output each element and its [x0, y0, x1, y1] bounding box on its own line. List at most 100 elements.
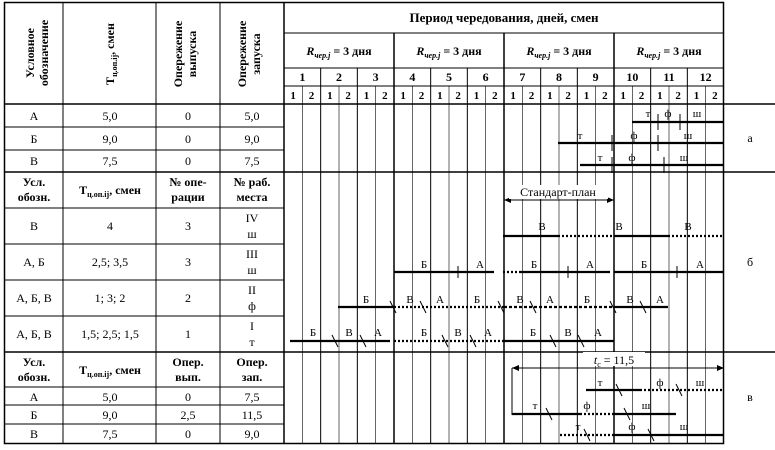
row-operation: 1: [185, 327, 191, 341]
day-number: 4: [409, 70, 415, 84]
head-lead-in: Опер. зап.: [236, 355, 267, 384]
day-number: 5: [446, 70, 452, 84]
shift-number: 1: [584, 90, 590, 102]
bar-letter: В: [345, 327, 352, 339]
shift-number: 2: [492, 90, 498, 102]
section-c-bars: [511, 365, 724, 442]
day-number: 2: [336, 70, 342, 84]
bar-letter: ф: [583, 400, 590, 412]
shift-number: 1: [400, 90, 406, 102]
bar-letter: ш: [684, 130, 693, 142]
head-lead-out: Опер. вып.: [172, 355, 203, 384]
bar-letter: А: [484, 327, 492, 339]
day-number: 10: [626, 70, 638, 84]
row-duration: 5,0: [103, 390, 118, 404]
head-workstation: № раб. места: [234, 175, 271, 204]
bar-letter: В: [626, 294, 633, 306]
bar-letter: т: [646, 108, 651, 120]
bar-letter: А: [696, 259, 704, 271]
bar-letter: т: [576, 421, 581, 433]
row-operation: 3: [185, 255, 191, 269]
bar-letter: Б: [474, 294, 480, 306]
bar-letter: В: [538, 221, 545, 233]
section-a-bars: [558, 114, 724, 173]
bar-letter: Б: [531, 259, 537, 271]
bar-letter: т: [533, 400, 538, 412]
shift-number: 1: [290, 90, 296, 102]
row-duration: 9,0: [103, 408, 118, 422]
shift-number: 1: [694, 90, 700, 102]
row-operation: 2: [185, 291, 191, 305]
period-group-label: Rчер.j = 3 дня: [635, 44, 702, 60]
bar-letter: Б: [421, 259, 427, 271]
row-label: Б: [31, 408, 38, 422]
shift-number: 1: [657, 90, 663, 102]
section-b-tag: б: [747, 255, 753, 269]
row-duration: 2,5; 3,5: [92, 255, 128, 269]
bar-letter: А: [656, 294, 664, 306]
bar-letter: В: [406, 294, 413, 306]
shift-number: 2: [529, 90, 535, 102]
row-ws-num: IV: [246, 211, 259, 225]
row-lead-out: 0: [185, 132, 191, 146]
row-label: В: [30, 154, 38, 168]
row-label: В: [30, 219, 38, 233]
section-b-table: Усл. обозн. Tц.оп.ij, смен № опе-рации № …: [16, 175, 270, 349]
section-a-bar-labels: т ф ш т ф ш т ф ш: [578, 108, 702, 164]
row-duration: 5,0: [103, 109, 118, 123]
row-operation: 3: [185, 219, 191, 233]
row-label: Б: [31, 132, 38, 146]
head-label: Усл. обозн.: [18, 175, 51, 204]
table-row: В 7,5 0 7,5: [30, 154, 260, 168]
bar-letter: Б: [584, 294, 590, 306]
table-row: В 4 3 IV ш: [30, 211, 259, 241]
row-lead-in: 7,5: [245, 390, 260, 404]
period-group-label: Rчер.j = 3 дня: [525, 44, 592, 60]
shift-number: 1: [510, 90, 516, 102]
tc-note: tc = 11,5: [594, 353, 634, 369]
bar-letter: т: [598, 377, 603, 389]
shift-number: 1: [474, 90, 480, 102]
bar-letter: Б: [641, 259, 647, 271]
row-lead-out: 0: [185, 109, 191, 123]
bar-letter: Б: [363, 294, 369, 306]
head-label: Усл. обозн.: [18, 355, 51, 384]
table-row: А 5,0 0 7,5: [30, 390, 260, 404]
row-label: А, Б, В: [16, 327, 52, 341]
bar-letter: В: [516, 294, 523, 306]
bar-letter: А: [546, 294, 554, 306]
row-lead-out: 0: [185, 390, 191, 404]
shift-number: 1: [620, 90, 626, 102]
period-group-label: Rчер.j = 3 дня: [415, 44, 482, 60]
head-operation: № опе-рации: [169, 175, 206, 204]
row-ws-num: III: [246, 247, 258, 261]
row-ws-code: т: [249, 335, 255, 349]
bar-letter: В: [454, 327, 461, 339]
head-duration: Tц.оп.ij, смен: [79, 363, 141, 379]
shift-number: 2: [309, 90, 315, 102]
table-header: Условноеобозначение Tц.оп.ij, смен Опере…: [23, 10, 599, 87]
row-label: А, Б, В: [16, 291, 52, 305]
section-a-table: А 5,0 0 5,0 Б 9,0 0 9,0 В 7,5 0 7,5: [30, 109, 260, 168]
row-label: А: [30, 390, 39, 404]
shift-number: 2: [639, 90, 645, 102]
row-ws-code: ш: [247, 227, 257, 241]
period-group-headers: Rчер.j = 3 дня Rчер.j = 3 дня Rчер.j = 3 д…: [305, 44, 702, 60]
bar-letter: А: [586, 259, 594, 271]
shift-number: 2: [455, 90, 461, 102]
table-grid: [3, 1, 775, 445]
row-label: А: [30, 109, 39, 123]
table-row: Б 9,0 2,5 11,5: [31, 408, 263, 422]
row-lead-out: 2,5: [181, 408, 196, 422]
shift-number: 2: [345, 90, 351, 102]
head-duration: Tц.оп.ij, смен: [79, 183, 141, 199]
section-c-tag: в: [747, 390, 753, 404]
shift-number: 2: [382, 90, 388, 102]
day-number: 8: [556, 70, 562, 84]
bar-letter: А: [594, 327, 602, 339]
row-ws-num: II: [248, 283, 256, 297]
row-lead-out: 0: [185, 427, 191, 441]
table-row: В 7,5 0 9,0: [30, 427, 260, 441]
row-duration: 1,5; 2,5; 1,5: [81, 327, 139, 341]
